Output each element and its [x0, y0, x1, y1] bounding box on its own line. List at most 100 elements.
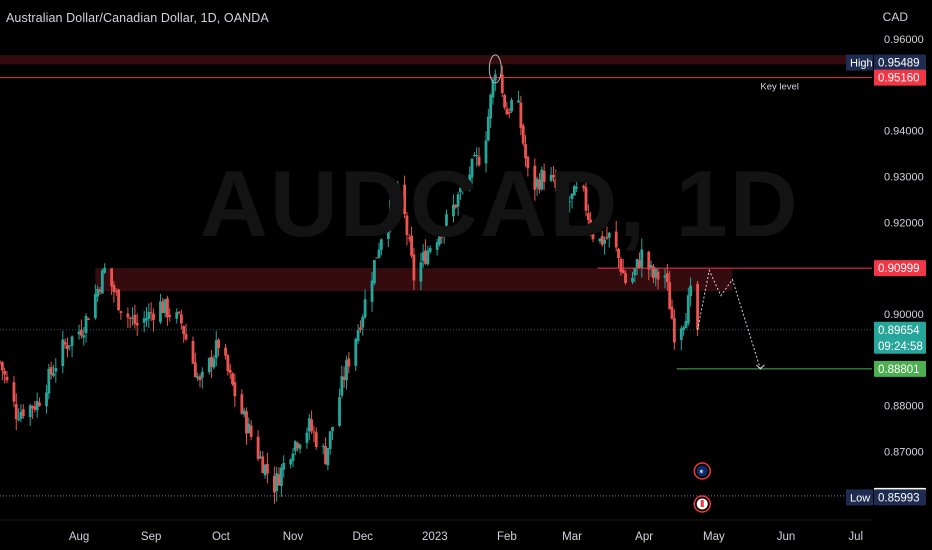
candle-body [670, 306, 674, 319]
candle-body [526, 156, 530, 169]
candle [647, 250, 651, 281]
candle [184, 323, 188, 341]
candle-body [340, 376, 344, 396]
candle [82, 327, 86, 346]
candle [100, 268, 104, 294]
candle-body [621, 269, 625, 274]
candle [607, 232, 611, 248]
candle [524, 134, 527, 167]
candle [435, 239, 439, 256]
currency-label: CAD [882, 10, 908, 24]
candle [47, 363, 51, 400]
candle [556, 186, 560, 199]
candle-body [161, 301, 165, 313]
candle [603, 236, 606, 255]
candle-body [263, 464, 267, 476]
candle [428, 245, 432, 254]
event-flags[interactable]: ✶ [693, 462, 712, 513]
candle-body [193, 362, 197, 378]
symbol-watermark: AUDCAD, 1D [200, 151, 800, 256]
current-price-badge-text: 0.89654 [878, 325, 920, 337]
time-axis[interactable]: Aug Sep Oct Nov Dec 2023 Feb Mar Apr May Jun Jul [0, 519, 872, 543]
candle-body [326, 447, 330, 466]
candle [372, 259, 376, 286]
low-badge-tag: Low [850, 492, 870, 504]
price-tick-label: 0.87000 [884, 446, 924, 458]
candle [633, 267, 637, 283]
candle-body [310, 419, 313, 432]
candle [212, 354, 216, 370]
candle-body [535, 178, 539, 188]
candle [635, 258, 639, 276]
candle-body [407, 237, 411, 239]
candle [456, 192, 460, 216]
key-level-badge[interactable]: 0.95160 [874, 69, 926, 86]
candle [526, 155, 530, 177]
candle [142, 310, 146, 333]
candle-body [312, 431, 316, 433]
candle-body [305, 432, 309, 443]
candle [663, 268, 667, 289]
candle-body [456, 194, 460, 207]
candle-body [361, 316, 365, 328]
candle [307, 413, 311, 441]
candle [649, 260, 653, 277]
candle-body [654, 268, 658, 278]
candle-body [542, 170, 546, 182]
candle [340, 365, 344, 399]
candle [600, 230, 604, 247]
candle [233, 373, 237, 407]
high-badge-bg [874, 54, 926, 71]
candle-body [45, 392, 48, 407]
candle-body [135, 322, 139, 326]
au-flag-star: ✶ [698, 468, 704, 476]
candle-body [231, 373, 234, 385]
candle-body [289, 459, 293, 465]
candle [93, 284, 97, 320]
candle [375, 257, 379, 259]
current-price-badge[interactable]: 0.89654 09:24:58 [874, 321, 926, 354]
price-tick-label: 0.92000 [884, 217, 924, 229]
candle-body [505, 108, 509, 115]
candle [131, 307, 134, 326]
candle [582, 184, 586, 192]
candle [240, 389, 244, 415]
candle-body [296, 443, 300, 448]
price-axis[interactable]: 0.96000 0.94000 0.93000 0.92000 0.90000 0.880… [846, 0, 932, 550]
time-tick-label: Sep [141, 531, 161, 543]
low-badge[interactable]: 0.85993 Low [846, 489, 926, 506]
ca-flag[interactable] [693, 495, 712, 513]
candle [210, 350, 214, 378]
candle-body [261, 456, 265, 474]
candle-body [631, 277, 634, 283]
candle-body [259, 456, 262, 459]
candle-body [291, 453, 295, 461]
au-flag[interactable]: ✶ [693, 462, 712, 480]
candle-body [600, 235, 604, 245]
resistance-badge[interactable]: 0.90999 [874, 260, 926, 277]
candle-body [424, 250, 427, 264]
candle [296, 441, 300, 452]
candle [135, 313, 139, 336]
candle-body [63, 342, 67, 345]
candle [519, 95, 523, 136]
candle-body [421, 252, 425, 261]
high-badge[interactable]: 0.95489 High [846, 54, 926, 71]
candle [63, 338, 67, 349]
candle-body [538, 179, 541, 190]
candle-body [533, 165, 537, 190]
candle [293, 440, 297, 456]
key-level-annotation: Key level [760, 82, 799, 93]
candle [554, 169, 558, 192]
candle [391, 197, 395, 207]
candle [403, 175, 407, 219]
candle-body [572, 186, 576, 196]
time-tick-label: Nov [283, 531, 304, 543]
candle [145, 307, 148, 327]
target-badge[interactable]: 0.88801 [874, 360, 926, 377]
candle-body [177, 311, 181, 313]
candle [617, 247, 620, 269]
candle-body [686, 295, 690, 324]
candle [565, 185, 569, 204]
